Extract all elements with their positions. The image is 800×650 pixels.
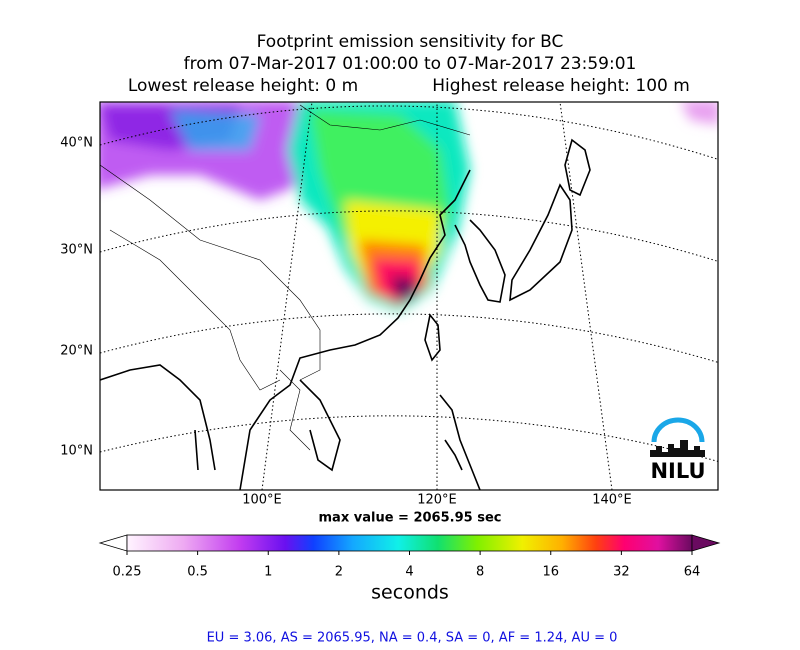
colorbar-extend-high xyxy=(691,534,721,552)
lat-label: 20°N xyxy=(60,344,93,359)
colorbar-tick-label: 2 xyxy=(335,565,343,580)
lon-label: 140°E xyxy=(592,493,632,508)
colorbar-tick-label: 0.25 xyxy=(113,565,142,580)
lon-label: 100°E xyxy=(242,493,282,508)
colorbar-bar xyxy=(126,534,693,552)
release-high: Highest release height: 100 m xyxy=(432,76,690,96)
colorbar-tick-label: 0.5 xyxy=(187,565,208,580)
colorbar-tick-label: 32 xyxy=(613,565,630,580)
nilu-logo: NILU xyxy=(650,417,706,483)
colorbar-extend-low xyxy=(98,534,128,552)
colorbar-tick-label: 16 xyxy=(542,565,559,580)
colorbar-tick-label: 1 xyxy=(264,565,272,580)
graticule xyxy=(100,102,718,490)
lat-label: 30°N xyxy=(60,243,93,258)
lat-label: 10°N xyxy=(60,444,93,459)
colorbar-tick-label: 64 xyxy=(684,565,701,580)
lon-labels: 100°E 120°E 140°E xyxy=(242,493,632,508)
logo-text: NILU xyxy=(650,459,705,483)
colorbar: 0.25 0.5 1 2 4 8 16 32 64 xyxy=(98,534,721,580)
lat-label: 40°N xyxy=(60,136,93,151)
title: Footprint emission sensitivity for BC xyxy=(257,32,564,52)
lon-label: 120°E xyxy=(417,493,457,508)
footprint-plume xyxy=(100,102,718,312)
colorbar-tick-label: 8 xyxy=(476,565,484,580)
lat-labels: 40°N 30°N 20°N 10°N xyxy=(60,136,93,459)
colorbar-tick-label: 4 xyxy=(405,565,413,580)
subtitle: from 07-Mar-2017 01:00:00 to 07-Mar-2017… xyxy=(184,54,637,74)
colorbar-label: seconds xyxy=(371,582,449,604)
footer-stats: EU = 3.06, AS = 2065.95, NA = 0.4, SA = … xyxy=(207,631,618,646)
map: NILU xyxy=(100,102,718,490)
map-frame xyxy=(99,101,719,491)
max-value: max value = 2065.95 sec xyxy=(319,511,502,526)
borders xyxy=(100,104,471,451)
coastlines xyxy=(100,138,591,490)
release-low: Lowest release height: 0 m xyxy=(128,76,358,96)
